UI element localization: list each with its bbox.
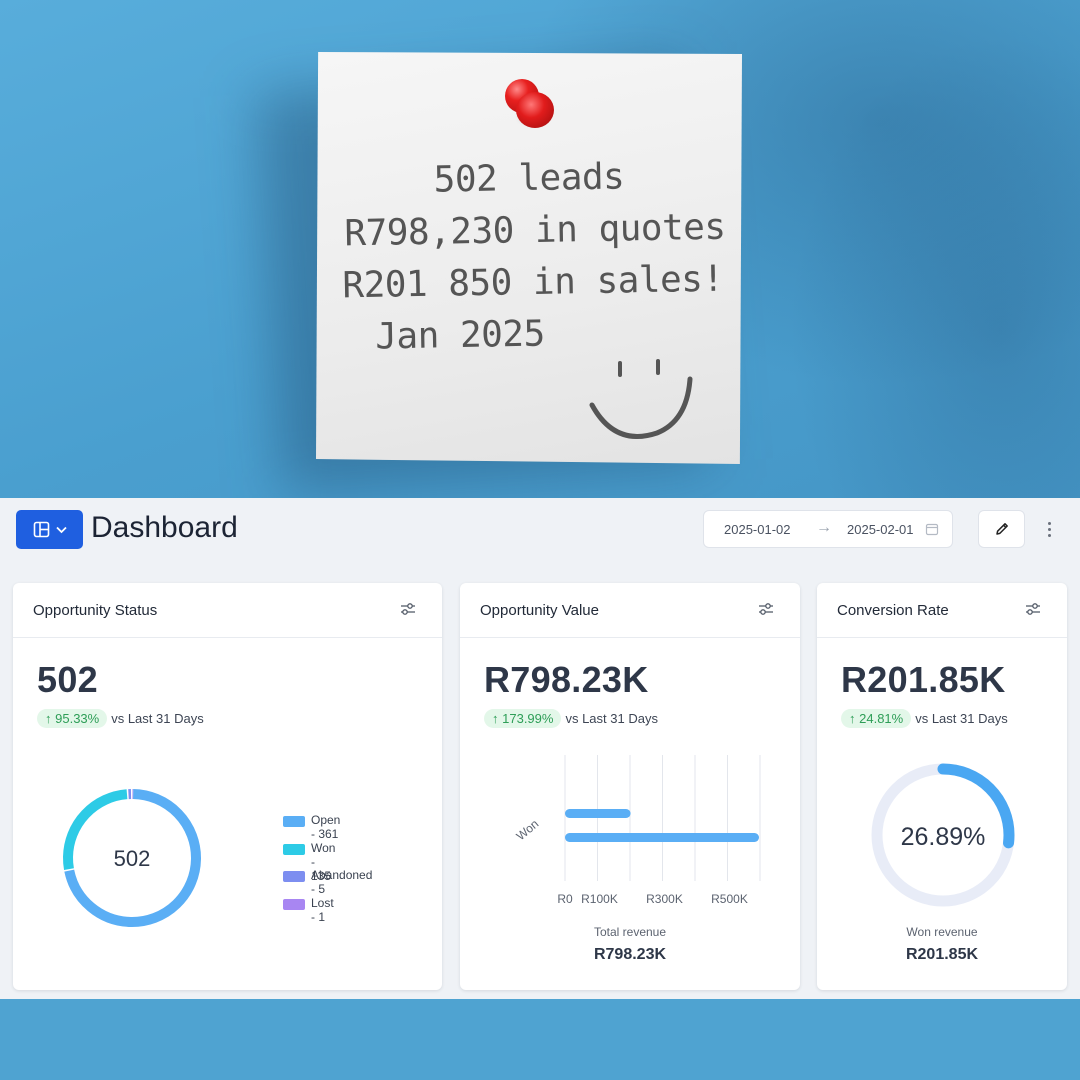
comparison-label: vs Last 31 Days [565, 711, 658, 726]
change-badge: ↑ 24.81% [841, 709, 912, 728]
card-title: Opportunity Value [480, 602, 599, 619]
filter-settings-icon[interactable] [758, 602, 774, 616]
card-title: Opportunity Status [33, 602, 158, 619]
conversion-rate-card: Conversion Rate R201.85K ↑ 24.81% vs Last… [817, 583, 1067, 990]
layout-switcher-button[interactable] [16, 510, 83, 549]
layout-icon [33, 521, 49, 538]
value-bar-chart: Won R0 R100K R300K R500K [514, 755, 761, 906]
chevron-down-icon [55, 526, 67, 533]
page-title: Dashboard [91, 511, 238, 544]
donut-slice-won[interactable] [63, 789, 201, 927]
note-line-sales: R201 850 in sales! [342, 258, 724, 307]
card-header: Conversion Rate [817, 583, 1067, 638]
bottom-background [0, 999, 1080, 1080]
note-line-leads: 502 leads [433, 156, 625, 201]
card-header: Opportunity Value [460, 583, 800, 638]
sales-value: R201.85K [841, 659, 1006, 700]
total-revenue-label: Total revenue [593, 925, 667, 939]
change-badge: ↑ 95.33% [37, 709, 108, 728]
comparison-label: vs Last 31 Days [915, 711, 1008, 726]
bar-category-label: Won [514, 817, 542, 843]
donut-slice-open[interactable] [63, 789, 201, 927]
x-tick-label: R500K [711, 892, 748, 906]
edit-button[interactable] [978, 510, 1025, 548]
legend-label: Abandoned - 5 [311, 868, 373, 896]
change-value: 95.33% [55, 711, 100, 726]
lead-count: 502 [37, 659, 98, 700]
x-tick-label: R300K [646, 892, 683, 906]
note-line-month: Jan 2025 [374, 313, 546, 358]
trend-row: ↑ 24.81% vs Last 31 Days [841, 709, 1008, 728]
comparison-label: vs Last 31 Days [111, 711, 204, 726]
card-title: Conversion Rate [837, 602, 949, 619]
date-to[interactable]: 2025-02-01 [847, 522, 914, 537]
status-donut-chart: 502 [63, 789, 201, 927]
legend-swatch [283, 816, 305, 827]
gauge-value-arc[interactable] [871, 763, 1015, 907]
legend-label: Open - 361 [311, 813, 341, 841]
legend-swatch [283, 843, 305, 855]
hero-photo: 502 leads R798,230 in quotes R201 850 in… [0, 0, 1080, 498]
change-value: 173.99% [502, 711, 554, 726]
bar-won-revenue[interactable] [565, 809, 631, 818]
filter-settings-icon[interactable] [400, 602, 416, 616]
conversion-gauge-chart: 26.89% [871, 763, 1015, 907]
trend-row: ↑ 95.33% vs Last 31 Days [37, 709, 204, 728]
legend-swatch [283, 871, 305, 882]
legend-label: Lost - 1 [311, 895, 334, 924]
opportunity-value-card: Opportunity Value R798.23K ↑ 173.99% vs L… [460, 583, 800, 990]
date-range-picker[interactable]: 2025-01-02 → 2025-02-01 [703, 510, 953, 548]
total-revenue-value: R798.23K [593, 946, 667, 963]
arrow-right-icon: → [816, 519, 832, 536]
change-badge: ↑ 173.99% [484, 709, 562, 728]
won-revenue-value: R201.85K [905, 946, 979, 963]
card-header: Opportunity Status [13, 583, 442, 638]
x-tick-label: R100K [581, 892, 618, 906]
legend-label: Won - 135 [311, 840, 336, 883]
x-tick-label: R0 [557, 892, 573, 906]
dashboard-panel: Dashboard 2025-01-02 → 2025-02-01 Opport… [0, 498, 1080, 999]
opportunity-status-card: Opportunity Status 502 ↑ 95.33% vs Last 3… [13, 583, 442, 990]
gauge-rate-label: 26.89% [901, 823, 986, 851]
legend-swatch [283, 898, 305, 910]
note-line-quotes: R798,230 in quotes [344, 206, 726, 255]
change-value: 24.81% [859, 711, 904, 726]
calendar-icon[interactable] [925, 522, 939, 536]
pencil-icon [995, 523, 1008, 535]
date-from[interactable]: 2025-01-02 [724, 522, 791, 537]
smiley-face-icon [589, 359, 693, 439]
bar-total-revenue[interactable] [565, 833, 759, 842]
more-options-icon[interactable] [1040, 518, 1058, 540]
trend-row: ↑ 173.99% vs Last 31 Days [484, 709, 658, 728]
donut-center-label: 502 [114, 846, 151, 871]
quote-value: R798.23K [484, 659, 649, 700]
won-revenue-label: Won revenue [906, 925, 978, 939]
push-pin-base [516, 92, 554, 128]
filter-settings-icon[interactable] [1025, 602, 1041, 616]
